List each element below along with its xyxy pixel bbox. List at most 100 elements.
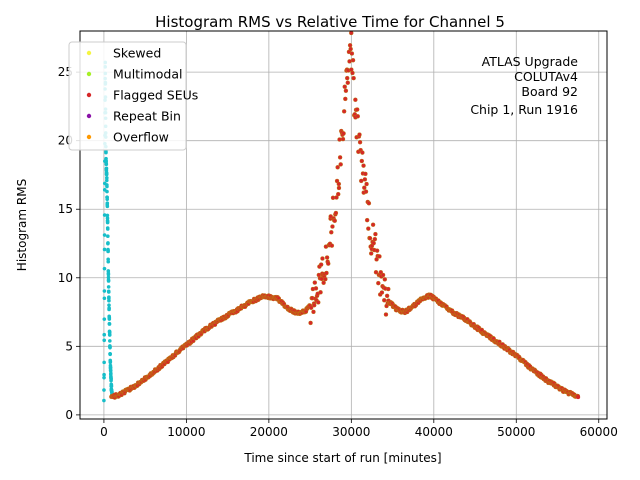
legend-marker bbox=[86, 113, 92, 119]
data-point bbox=[102, 296, 107, 301]
data-point bbox=[341, 109, 347, 114]
data-point bbox=[350, 58, 356, 63]
data-point bbox=[107, 317, 112, 321]
data-point bbox=[362, 177, 368, 182]
legend-label: Flagged SEUs bbox=[113, 88, 198, 103]
data-point bbox=[105, 189, 109, 194]
y-axis-label: Histogram RMS bbox=[15, 179, 29, 271]
data-point bbox=[106, 290, 111, 294]
data-points bbox=[102, 30, 581, 403]
data-point bbox=[108, 365, 113, 370]
data-point bbox=[106, 279, 111, 283]
legend-label: Multimodal bbox=[113, 67, 182, 82]
data-point bbox=[104, 150, 108, 155]
data-point bbox=[312, 280, 317, 285]
data-point bbox=[108, 339, 112, 343]
data-point bbox=[367, 236, 373, 241]
data-point bbox=[109, 371, 113, 376]
data-point bbox=[324, 255, 330, 260]
data-point bbox=[371, 240, 376, 246]
annotation-line-3: Board 92 bbox=[521, 84, 578, 99]
y-tick-label: 10 bbox=[58, 271, 73, 285]
data-point bbox=[102, 372, 106, 377]
data-point bbox=[347, 43, 353, 48]
data-point bbox=[361, 163, 366, 168]
data-point bbox=[366, 201, 372, 206]
data-point bbox=[323, 276, 328, 282]
y-tick-label: 15 bbox=[58, 202, 73, 216]
data-point bbox=[104, 162, 109, 166]
data-point bbox=[102, 332, 107, 337]
data-point bbox=[386, 286, 391, 292]
annotation-line-1: ATLAS Upgrade bbox=[482, 54, 579, 69]
data-point bbox=[105, 197, 109, 202]
data-point bbox=[104, 178, 109, 183]
data-point bbox=[340, 136, 346, 142]
data-point bbox=[345, 80, 350, 85]
data-point bbox=[369, 251, 374, 256]
data-point bbox=[108, 352, 112, 357]
data-point bbox=[324, 270, 329, 276]
data-point bbox=[316, 300, 321, 305]
x-tick-label: 20000 bbox=[250, 425, 288, 439]
data-point bbox=[105, 176, 109, 180]
data-point bbox=[337, 155, 343, 160]
data-point bbox=[102, 233, 107, 237]
legend-marker bbox=[86, 134, 92, 140]
data-point bbox=[104, 159, 108, 163]
data-point bbox=[106, 234, 110, 239]
data-point bbox=[362, 185, 367, 190]
data-point bbox=[102, 289, 107, 293]
legend-label: Skewed bbox=[113, 46, 161, 61]
data-point bbox=[106, 249, 110, 254]
data-point bbox=[102, 317, 107, 321]
legend-label: Overflow bbox=[113, 130, 169, 145]
data-point bbox=[382, 277, 388, 282]
data-point bbox=[107, 322, 112, 326]
data-point bbox=[108, 345, 112, 350]
data-point bbox=[372, 236, 378, 242]
data-point bbox=[105, 184, 109, 189]
data-point bbox=[106, 272, 111, 277]
data-point bbox=[349, 30, 354, 36]
data-point bbox=[333, 210, 339, 216]
data-point bbox=[107, 298, 111, 303]
data-point bbox=[330, 224, 335, 229]
data-point bbox=[102, 360, 106, 365]
data-point bbox=[313, 286, 319, 291]
data-point bbox=[107, 295, 111, 299]
data-point bbox=[373, 231, 378, 237]
data-point bbox=[338, 162, 343, 167]
data-point bbox=[357, 132, 362, 137]
data-point bbox=[107, 333, 112, 337]
legend-label: Repeat Bin bbox=[113, 109, 181, 124]
data-point bbox=[312, 303, 317, 308]
data-point bbox=[374, 248, 380, 253]
data-point bbox=[383, 312, 389, 317]
data-point bbox=[353, 97, 358, 102]
data-point bbox=[332, 218, 337, 223]
data-point bbox=[106, 285, 111, 289]
data-point bbox=[351, 75, 356, 81]
data-point bbox=[107, 306, 111, 310]
data-point bbox=[105, 204, 110, 209]
data-point bbox=[106, 241, 110, 245]
data-point bbox=[335, 165, 340, 170]
data-point bbox=[320, 256, 325, 261]
x-axis-label: Time since start of run [minutes] bbox=[243, 451, 441, 465]
data-point bbox=[377, 254, 382, 259]
data-point bbox=[359, 158, 365, 164]
data-point bbox=[102, 375, 106, 380]
data-point bbox=[104, 166, 109, 171]
data-point bbox=[321, 280, 326, 285]
data-point bbox=[329, 230, 334, 235]
annotation: ATLAS Upgrade COLUTAv4 Board 92 Chip 1, … bbox=[470, 54, 578, 117]
annotation-line-4: Chip 1, Run 1916 bbox=[470, 102, 578, 117]
data-point bbox=[308, 305, 314, 310]
chart-title: Histogram RMS vs Relative Time for Chann… bbox=[155, 13, 505, 31]
data-point bbox=[108, 368, 113, 373]
y-tick-label: 0 bbox=[65, 408, 73, 422]
data-point bbox=[106, 259, 111, 264]
x-tick-label: 50000 bbox=[497, 425, 535, 439]
